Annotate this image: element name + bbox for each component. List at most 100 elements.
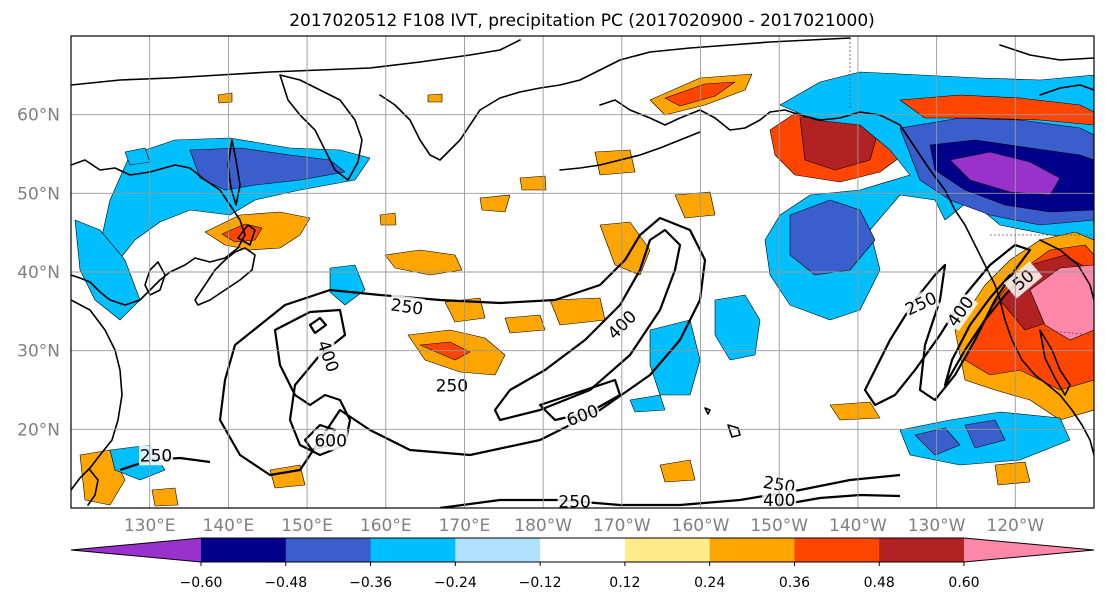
lat-tick-label: 50°N [17,184,60,204]
precip-region [594,149,636,176]
colorbar-tick-label: 0.36 [779,575,810,591]
precip-region [789,199,876,276]
ivt-contour-600 [538,378,622,422]
ivt-contour-400 [779,493,901,507]
colorbar-tick-label: 0.24 [694,575,725,591]
colorbar-segment [879,538,965,562]
coastline [379,69,601,161]
precip-region [217,92,233,104]
lat-tick-label: 40°N [17,263,60,283]
coastline [727,424,741,438]
contour-label-background [557,491,592,508]
precip-region [659,459,696,483]
lon-tick-label: 130°E [124,516,176,536]
precip-region [519,175,547,191]
contour-label-background [138,445,173,466]
coastline [194,247,256,306]
contour-label: 250 [557,491,592,508]
lon-tick-label: 130°W [908,516,966,536]
contour-label-background [563,399,602,431]
contour-label-text: 250 [436,376,468,396]
lat-tick-label: 20°N [17,420,60,440]
colorbar [70,537,1095,563]
coastline [279,74,363,181]
precip-region [151,487,179,507]
colorbar-tick-label: −0.24 [434,575,477,591]
precip-region [427,93,443,103]
colorbar-segment [285,538,372,562]
contour-label: 600 [313,430,348,451]
lon-tick-label: 140°E [203,516,255,536]
contour-label: 600 [563,399,602,431]
contour-label-background [434,375,469,396]
colorbar-tick-label: −0.36 [349,575,392,591]
lat-tick-label: 30°N [17,342,60,362]
contour-label-background [1003,261,1043,299]
coastline [704,407,711,415]
lon-tick-label: 140°W [829,516,887,536]
colorbar-segment [540,538,626,562]
precip-region [549,297,606,326]
coastline [1039,84,1094,96]
precip-region [479,194,511,213]
coastline [71,159,246,306]
contour-label: 250 [388,294,426,320]
lat-tick-label: 60°N [17,106,60,126]
ivt-contour-400 [308,316,328,335]
ivt-contour-layer [119,216,1032,508]
border-layer [849,38,1094,336]
ivt-contour-250 [218,216,707,477]
contour-label-background [388,294,426,319]
map-frame [70,35,1095,509]
coastline [599,99,966,226]
colorbar-segment [370,538,456,562]
precip-region [384,249,463,276]
precip-region [899,94,1094,126]
coastline [599,37,851,71]
precip-region [829,401,881,421]
colorbar-tick-label: −0.60 [180,575,223,591]
coastline [1039,329,1071,396]
coastline-layer [71,37,1094,506]
colorbar-segment [455,538,541,562]
precip-region [74,219,141,321]
colorbar-segment [201,538,287,562]
precip-region [949,151,1061,196]
precip-region [329,264,366,306]
precip-region [964,419,1006,449]
lon-tick-label: 120°W [986,516,1044,536]
precip-region [914,427,961,456]
coastline [237,224,256,246]
contour-label-text: 250 [140,446,172,466]
contour-label: 250 [138,445,173,466]
coastline [559,131,701,171]
colorbar-tick-label: 0.48 [864,575,895,591]
contour-label-text: 600 [314,431,346,451]
precip-region [994,461,1031,486]
coastline [71,39,521,86]
colorbar-segment [624,538,711,562]
lon-tick-label: 150°W [750,516,808,536]
contour-label-text: 250 [389,295,424,319]
latitude-labels: 60°N 50°N 40°N 30°N 20°N [17,106,60,441]
lon-tick-label: 160°E [360,516,412,536]
lon-tick-label: 170°W [593,516,651,536]
ivt-contour-250 [439,473,901,508]
lon-tick-label: 150°E [281,516,333,536]
coastline [87,469,99,506]
precip-region [379,212,397,226]
colorbar-tick-label: 0.60 [948,575,979,591]
coastline [1039,239,1094,301]
precip-region [599,221,651,276]
colorbar-segment [709,538,795,562]
colorbar-extend-min [71,538,201,562]
figure-title: 2017020512 F108 IVT, precipitation PC (2… [289,11,875,31]
contour-label-background [313,336,344,376]
precip-region [664,81,736,107]
lon-tick-label: 170°E [439,516,491,536]
contour-label-background [313,430,348,451]
colorbar-tick-label: −0.12 [519,575,562,591]
precip-region [649,319,701,396]
